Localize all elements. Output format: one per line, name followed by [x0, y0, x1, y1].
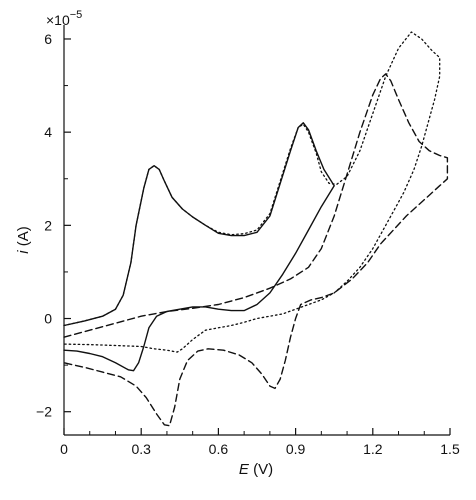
y-tick-label: 6 — [44, 31, 52, 47]
y-tick-label: 4 — [44, 124, 52, 140]
y-tick-label: 0 — [44, 311, 52, 327]
y-axis-multiplier: ×10−5 — [46, 9, 82, 28]
x-tick-label: 1.5 — [440, 441, 460, 457]
series-dashed-line — [63, 73, 449, 427]
x-axis-label: E (V) — [239, 461, 273, 478]
series-layer — [63, 31, 449, 427]
y-ticks: −2 0 2 4 6 — [36, 31, 71, 420]
x-tick-label: 1.2 — [363, 441, 383, 457]
series-solid-line — [63, 122, 335, 372]
y-axis-label: i (A) — [15, 226, 32, 254]
x-tick-label: 0.9 — [286, 441, 306, 457]
x-tick-label: 0.6 — [209, 441, 229, 457]
series-dotted-line — [63, 31, 441, 353]
x-tick-label: 0.3 — [131, 441, 151, 457]
y-tick-label: −2 — [36, 404, 52, 420]
x-ticks: 0 0.3 0.6 0.9 1.2 1.5 — [60, 428, 460, 457]
x-tick-label: 0 — [60, 441, 68, 457]
y-tick-label: 2 — [44, 217, 52, 233]
